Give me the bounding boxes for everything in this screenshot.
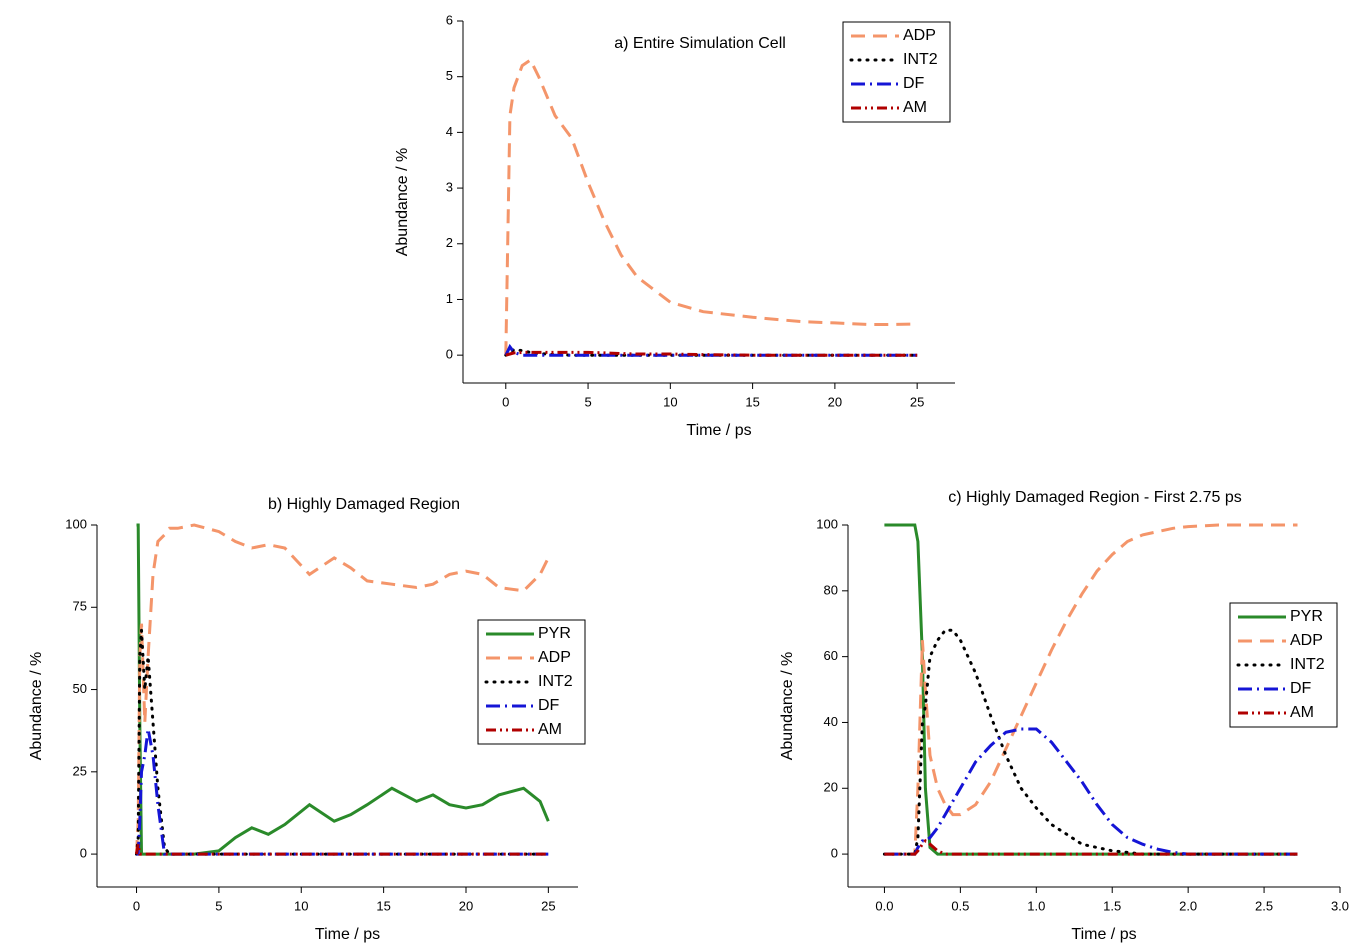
y-tick-label: 0 (831, 846, 838, 861)
y-axis-label: Abundance / % (779, 652, 796, 761)
y-tick-label: 50 (73, 681, 87, 696)
x-tick-label: 20 (828, 394, 842, 409)
series-line (884, 838, 1298, 856)
x-tick-label: 15 (745, 394, 759, 409)
y-tick-label: 40 (824, 714, 838, 729)
legend-label: ADP (1290, 632, 1323, 649)
y-axis-label: Abundance / % (28, 652, 45, 761)
panel: 0 5 10 15 20 25 0 25 50 75 100 Time / ps Abundance /… (28, 496, 586, 943)
x-tick-label: 2.0 (1179, 898, 1197, 913)
x-tick-label: 0.0 (875, 898, 893, 913)
y-tick-label: 3 (446, 180, 453, 195)
legend-label: PYR (1290, 608, 1323, 625)
y-tick-label: 2 (446, 235, 453, 250)
x-tick-label: 25 (910, 394, 924, 409)
series-line (505, 350, 918, 357)
legend-label: AM (1290, 704, 1314, 721)
series-line (504, 57, 918, 356)
series-line (504, 343, 918, 357)
x-tick-label: 10 (663, 394, 677, 409)
legend-label: DF (903, 75, 925, 92)
legend-label: DF (1290, 680, 1312, 697)
y-tick-label: 0 (80, 846, 87, 861)
x-axis-label: Time / ps (1071, 926, 1136, 943)
y-tick-label: 100 (816, 516, 838, 531)
x-tick-label: 0 (133, 898, 140, 913)
x-tick-label: 25 (541, 898, 555, 913)
chart-title: c) Highly Damaged Region - First 2.75 ps (948, 489, 1241, 506)
panel: 0 5 10 15 20 25 0 1 2 3 4 5 6 Time / ps Abundance / % a… (394, 12, 955, 439)
x-tick-label: 1.5 (1103, 898, 1121, 913)
legend-label: PYR (538, 625, 571, 642)
y-tick-label: 5 (446, 68, 453, 83)
y-tick-label: 60 (824, 648, 838, 663)
x-tick-label: 5 (215, 898, 222, 913)
x-tick-label: 0.5 (951, 898, 969, 913)
y-tick-label: 20 (824, 780, 838, 795)
x-tick-label: 3.0 (1331, 898, 1349, 913)
y-tick-label: 6 (446, 12, 453, 27)
y-tick-label: 25 (73, 763, 87, 778)
y-tick-label: 75 (73, 599, 87, 614)
legend-label: AM (538, 721, 562, 738)
panel: 0.0 0.5 1.0 1.5 2.0 2.5 3.0 0 20 40 60 80 100 Time / … (779, 489, 1349, 943)
y-tick-label: 0 (446, 347, 453, 362)
y-axis-label: Abundance / % (394, 148, 411, 257)
legend-box (842, 21, 951, 123)
y-tick-label: 4 (446, 124, 453, 139)
x-tick-label: 5 (584, 394, 591, 409)
chart-title: a) Entire Simulation Cell (614, 35, 786, 52)
legend-label: INT2 (1290, 656, 1325, 673)
x-tick-label: 2.5 (1255, 898, 1273, 913)
series-line (135, 843, 549, 856)
series-line (136, 728, 549, 856)
legend-label: ADP (903, 27, 936, 44)
chart-title: b) Highly Damaged Region (268, 496, 460, 513)
legend-label: INT2 (903, 51, 938, 68)
y-tick-label: 1 (446, 291, 453, 306)
y-tick-label: 100 (65, 516, 87, 531)
x-axis-label: Time / ps (686, 422, 751, 439)
series-line (135, 523, 550, 855)
x-tick-label: 1.0 (1027, 898, 1045, 913)
x-axis-label: Time / ps (315, 926, 380, 943)
legend-label: ADP (538, 649, 571, 666)
x-tick-label: 15 (376, 898, 390, 913)
x-tick-label: 20 (459, 898, 473, 913)
legend-label: AM (903, 99, 927, 116)
series-line (884, 727, 1298, 856)
legend-label: INT2 (538, 673, 573, 690)
y-tick-label: 80 (824, 582, 838, 597)
x-tick-label: 0 (502, 394, 509, 409)
legend-label: DF (538, 697, 560, 714)
x-tick-label: 10 (294, 898, 308, 913)
